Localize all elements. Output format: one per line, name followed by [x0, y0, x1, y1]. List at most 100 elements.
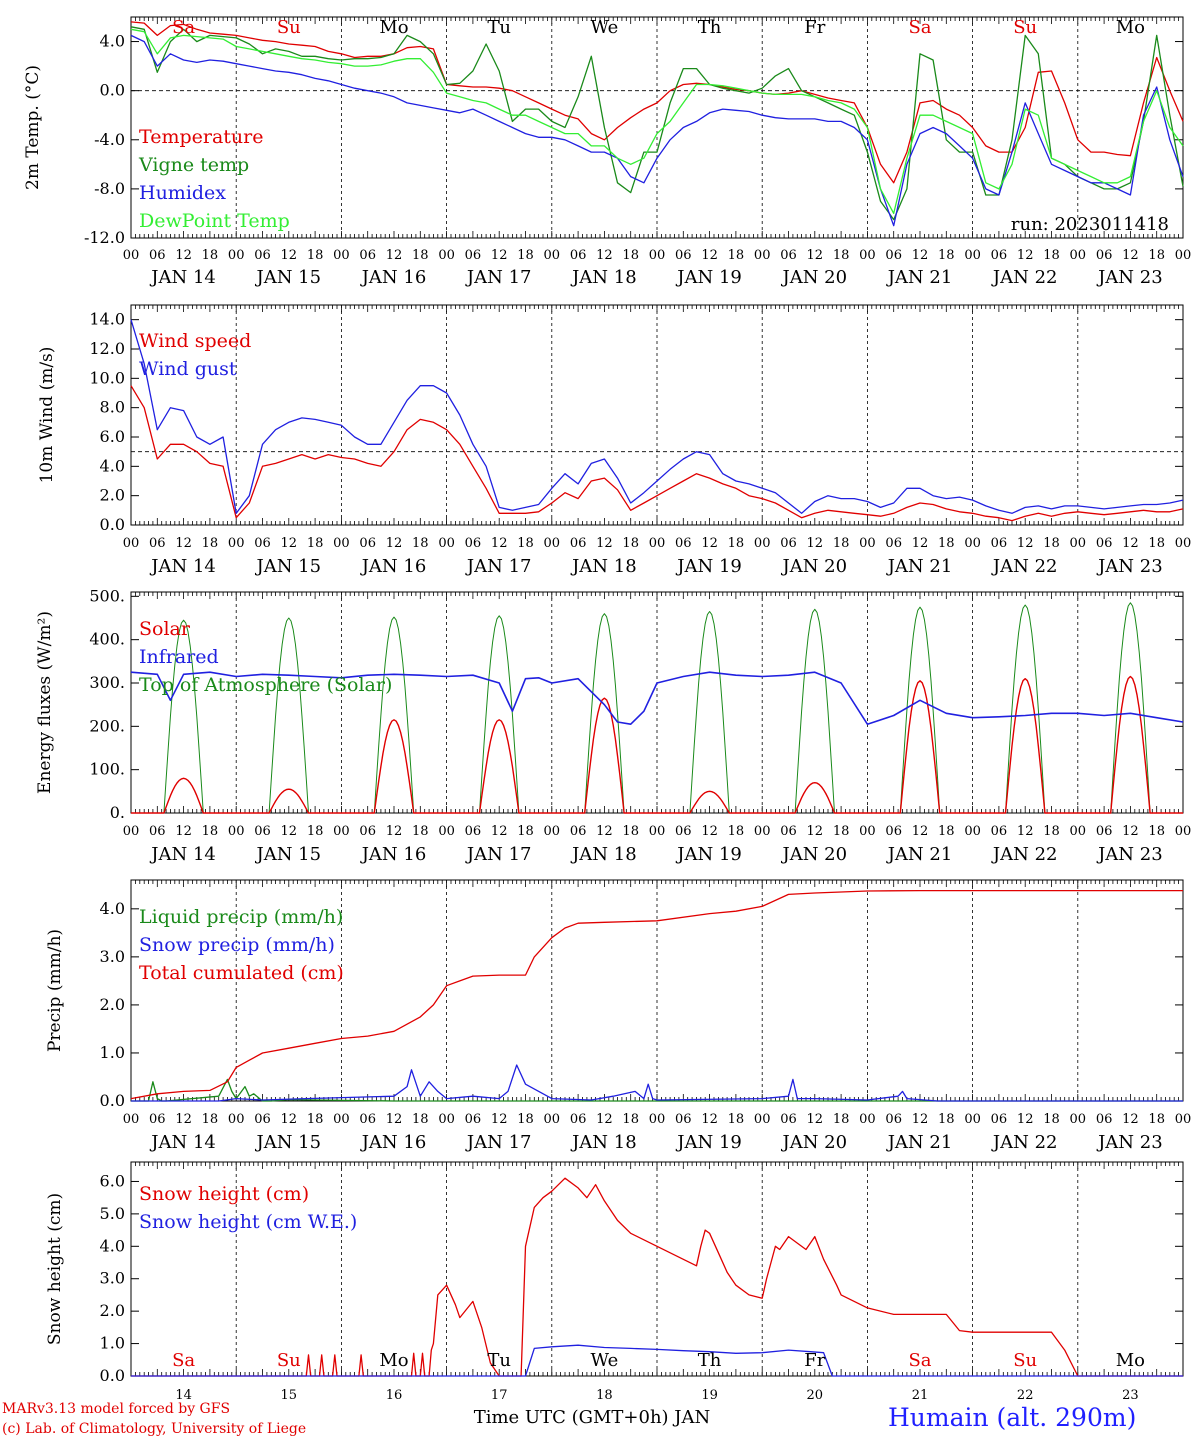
x-hour-label: 00: [228, 824, 245, 839]
x-day-number: 14: [175, 1388, 192, 1403]
x-hour-label: 06: [885, 248, 902, 263]
x-hour-label: 06: [254, 536, 271, 551]
x-hour-label: 00: [964, 824, 981, 839]
x-hour-label: 12: [386, 824, 403, 839]
x-day-label: JAN 14: [149, 267, 216, 288]
x-hour-label: 12: [807, 536, 824, 551]
y-tick-label: 100.: [89, 760, 125, 779]
y-tick-label: 0.: [110, 803, 125, 822]
x-hour-label: 12: [175, 1112, 192, 1127]
station-name: Humain (alt. 290m): [888, 1403, 1137, 1432]
y-tick-label: 1.0: [100, 1334, 125, 1353]
toa-solar-line: [341, 616, 447, 814]
solar-line: [551, 697, 657, 814]
x-hour-label: 12: [596, 536, 613, 551]
x-hour-label: 12: [491, 824, 508, 839]
legend-entry: Snow precip (mm/h): [139, 934, 335, 956]
weekday-label: Su: [1013, 17, 1037, 38]
x-day-label: JAN 15: [255, 556, 322, 577]
wind-gust-line: [130, 319, 1184, 514]
x-day-label: JAN 23: [1096, 267, 1163, 288]
x-hour-label: 06: [570, 536, 587, 551]
x-hour-label: 18: [307, 536, 324, 551]
x-hour-label: 18: [412, 536, 429, 551]
x-hour-label: 06: [1096, 824, 1113, 839]
weekday-label: Sa: [172, 1350, 195, 1371]
x-hour-label: 12: [1122, 536, 1139, 551]
x-hour-label: 06: [1096, 536, 1113, 551]
x-hour-label: 18: [412, 1112, 429, 1127]
x-hour-label: 18: [1148, 1112, 1165, 1127]
x-day-label: JAN 20: [781, 844, 848, 865]
x-hour-label: 06: [780, 536, 797, 551]
x-hour-label: 12: [701, 824, 718, 839]
x-hour-label: 00: [649, 248, 666, 263]
weekday-label: Fr: [804, 17, 825, 38]
x-hour-label: 06: [675, 248, 692, 263]
y-tick-label: 300.: [89, 673, 125, 692]
x-hour-label: 06: [780, 1112, 797, 1127]
x-hour-label: 12: [701, 1112, 718, 1127]
x-hour-label: 06: [149, 248, 166, 263]
toa-solar-line: [762, 608, 868, 814]
x-hour-label: 18: [728, 248, 745, 263]
x-hour-label: 12: [807, 824, 824, 839]
x-hour-label: 06: [359, 1112, 376, 1127]
x-axis-label: Time UTC (GMT+0h) JAN: [474, 1407, 711, 1428]
legend-entry: Vigne temp: [138, 154, 249, 176]
x-hour-label: 12: [596, 824, 613, 839]
x-hour-label: 12: [701, 536, 718, 551]
x-hour-label: 18: [307, 824, 324, 839]
x-hour-label: 12: [491, 1112, 508, 1127]
x-day-number: 20: [807, 1388, 824, 1403]
x-hour-label: 00: [333, 824, 350, 839]
x-hour-label: 18: [728, 536, 745, 551]
y-tick-label: 0.0: [100, 1366, 125, 1385]
x-day-label: JAN 18: [570, 556, 637, 577]
solar-line: [762, 782, 868, 814]
x-day-label: JAN 16: [360, 1132, 427, 1153]
x-hour-label: 12: [386, 1112, 403, 1127]
y-tick-label: 4.0: [100, 456, 125, 475]
y-tick-label: -4.0: [94, 130, 125, 149]
x-hour-label: 18: [517, 824, 534, 839]
x-hour-label: 12: [386, 248, 403, 263]
x-hour-label: 18: [202, 824, 219, 839]
toa-solar-line: [867, 606, 973, 814]
x-hour-label: 00: [123, 1112, 140, 1127]
x-day-label: JAN 18: [570, 844, 637, 865]
legend-entry: DewPoint Temp: [139, 210, 290, 232]
x-hour-label: 06: [359, 824, 376, 839]
x-hour-label: 18: [517, 536, 534, 551]
x-hour-label: 12: [912, 1112, 929, 1127]
x-hour-label: 12: [1017, 1112, 1034, 1127]
y-tick-label: 4.0: [100, 32, 125, 51]
x-hour-label: 12: [1017, 248, 1034, 263]
x-hour-label: 18: [833, 1112, 850, 1127]
x-hour-label: 12: [596, 1112, 613, 1127]
x-hour-label: 18: [622, 248, 639, 263]
x-day-label: JAN 23: [1096, 556, 1163, 577]
weekday-label: Th: [698, 17, 722, 38]
x-hour-label: 06: [465, 1112, 482, 1127]
x-day-label: JAN 22: [991, 844, 1058, 865]
x-hour-label: 12: [281, 824, 298, 839]
y-axis-label: 2m Temp. (°C): [23, 65, 43, 190]
x-day-label: JAN 19: [675, 556, 742, 577]
y-tick-label: 0.0: [100, 81, 125, 100]
x-day-label: JAN 21: [886, 267, 953, 288]
legend-entry: Total cumulated (cm): [139, 962, 344, 984]
x-hour-label: 12: [701, 248, 718, 263]
x-hour-label: 18: [202, 1112, 219, 1127]
x-day-number: 19: [701, 1388, 718, 1403]
x-day-label: JAN 17: [465, 844, 532, 865]
wind-speed-line: [130, 385, 1184, 522]
y-tick-label: 4.0: [100, 1236, 125, 1255]
run-annotation: run: 2023011418: [1011, 214, 1169, 235]
y-tick-label: 5.0: [100, 1204, 125, 1223]
y-tick-label: -12.0: [84, 228, 125, 247]
x-hour-label: 12: [175, 824, 192, 839]
x-hour-label: 18: [1043, 1112, 1060, 1127]
x-hour-label: 06: [254, 1112, 271, 1127]
x-day-label: JAN 14: [149, 1132, 216, 1153]
